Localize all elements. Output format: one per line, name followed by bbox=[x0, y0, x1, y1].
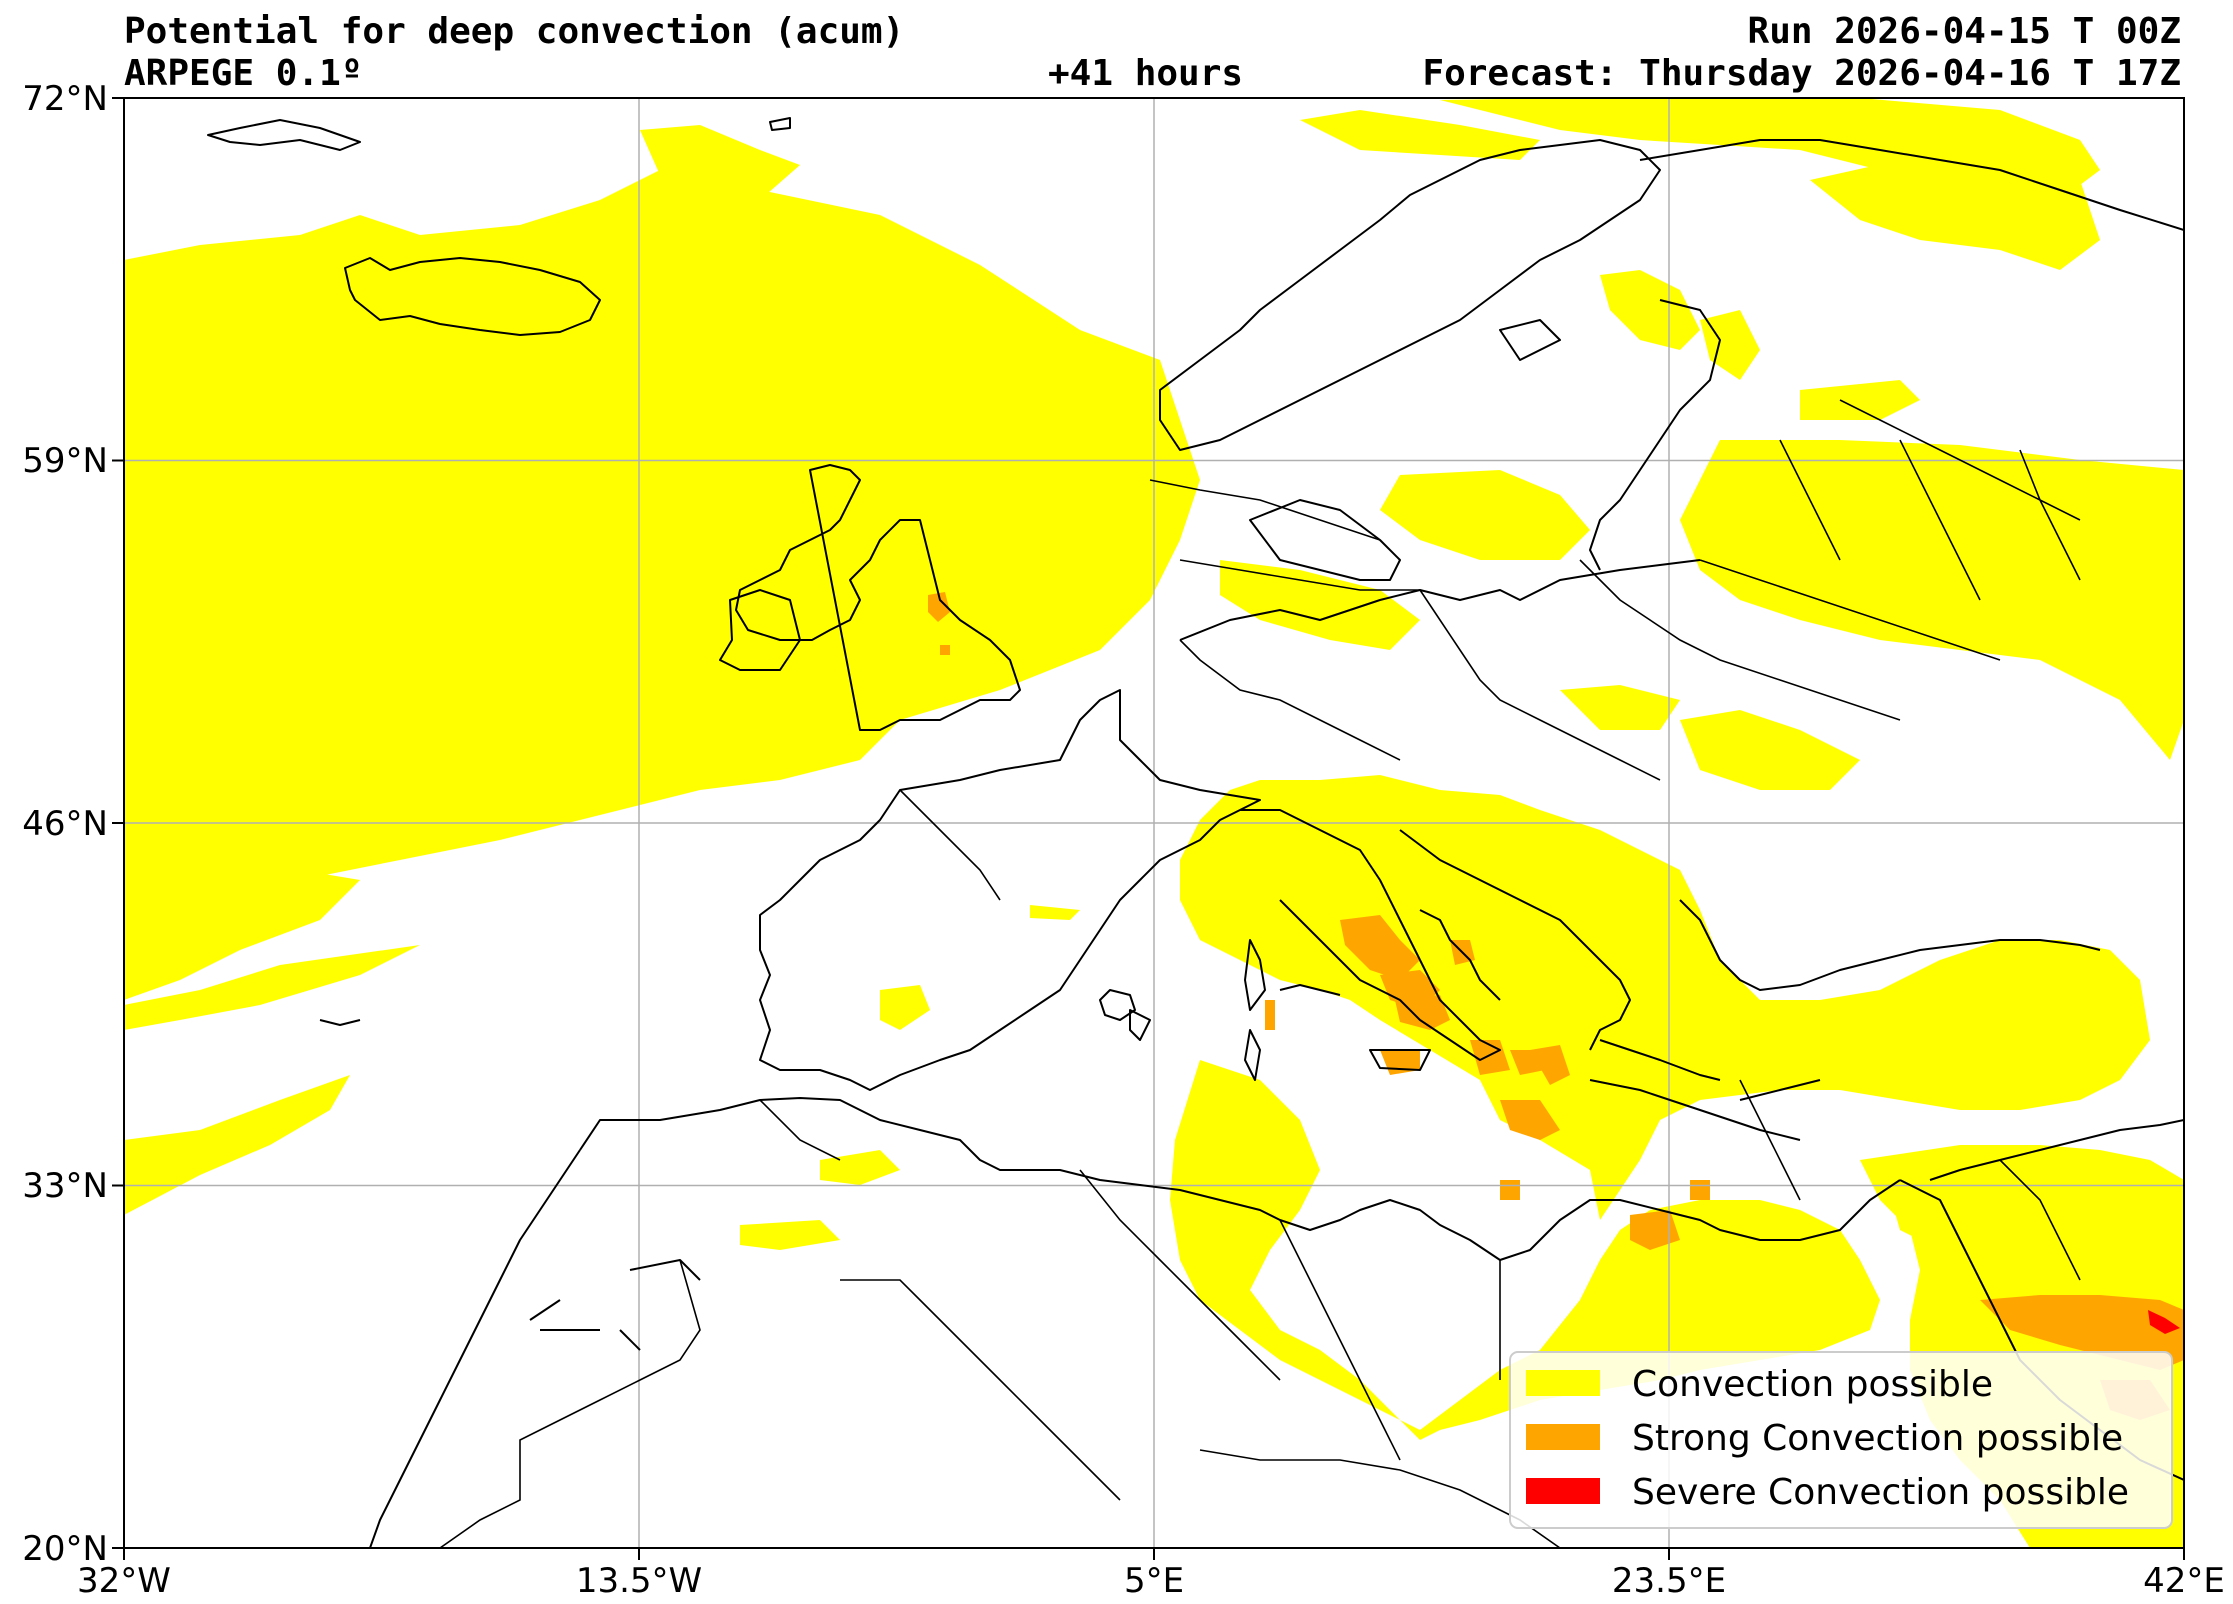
lon-label: 23.5°E bbox=[1612, 1561, 1726, 1601]
graticule bbox=[124, 98, 2184, 1548]
legend-swatch-severe bbox=[1526, 1478, 1600, 1504]
legend-swatch-strong bbox=[1526, 1424, 1600, 1450]
latitude-labels: 72°N 59°N 46°N 33°N 20°N bbox=[22, 79, 108, 1569]
lon-label: 13.5°W bbox=[576, 1561, 702, 1601]
legend-label-severe: Severe Convection possible bbox=[1632, 1472, 2129, 1513]
model-name: ARPEGE 0.1º bbox=[124, 53, 363, 94]
coastlines bbox=[207, 117, 2184, 1548]
lead-time: +41 hours bbox=[1048, 53, 1244, 94]
legend-label-strong: Strong Convection possible bbox=[1632, 1418, 2123, 1459]
lon-label: 42°E bbox=[2143, 1561, 2225, 1601]
lon-label: 5°E bbox=[1124, 1561, 1184, 1601]
legend-box bbox=[1509, 1351, 2173, 1529]
forecast-time: Forecast: Thursday 2026-04-16 T 17Z bbox=[1422, 53, 2181, 94]
lat-label: 72°N bbox=[22, 79, 108, 119]
lon-label: 32°W bbox=[77, 1561, 171, 1601]
lat-label: 33°N bbox=[22, 1166, 108, 1206]
legend-label-convection: Convection possible bbox=[1632, 1364, 1993, 1405]
axis-ticks bbox=[112, 97, 2185, 1560]
lat-label: 59°N bbox=[22, 441, 108, 481]
longitude-labels: 32°W 13.5°W 5°E 23.5°E 42°E bbox=[77, 1561, 2225, 1601]
severe-convection-areas bbox=[2148, 1310, 2180, 1334]
lat-label: 20°N bbox=[22, 1529, 108, 1569]
run-time: Run 2026-04-15 T 00Z bbox=[1747, 11, 2181, 52]
legend-swatch-convection bbox=[1526, 1370, 1600, 1396]
map-plot-area bbox=[124, 98, 2184, 1548]
map-title: Potential for deep convection (acum) bbox=[124, 11, 905, 52]
lat-label: 46°N bbox=[22, 804, 108, 844]
legend: Convection possible Strong Convection po… bbox=[1509, 1351, 2173, 1529]
